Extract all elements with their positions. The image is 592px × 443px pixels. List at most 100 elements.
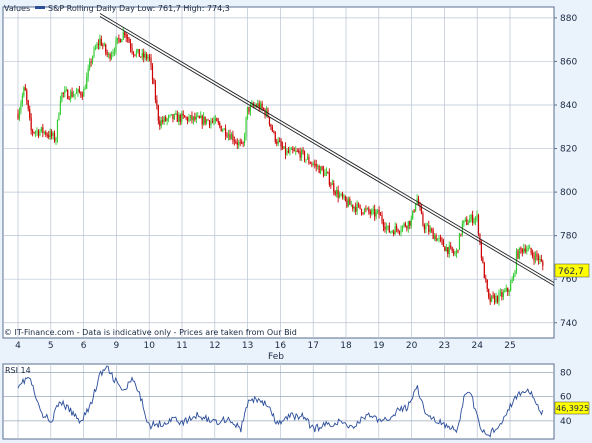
candle-body [473,220,475,223]
candle-body [72,95,75,97]
candle-body [505,288,507,291]
candle-body [529,247,531,249]
candle-body [273,131,275,133]
candle-body [520,247,522,250]
candle-body [141,52,143,57]
candle-body [454,253,456,255]
candle-body [448,245,450,254]
candle-body [293,150,295,152]
candle-body [356,203,358,212]
candle-body [401,225,404,231]
candle-body [479,233,481,243]
candle-body [339,194,341,198]
candle-body [144,54,146,58]
candle-body [300,149,303,158]
candle-body [410,218,412,226]
candle-body [435,235,437,241]
candle-body [352,204,354,209]
candle-body [58,114,60,120]
candle-body [56,119,59,139]
candle-body [156,99,158,106]
candle-body [81,95,83,97]
candle-body [526,249,528,252]
candle-body [127,37,129,39]
candle-body [23,87,25,96]
candle-body [52,133,54,137]
candle-body [160,120,162,127]
candle-body [151,65,154,80]
candle-body [499,292,502,294]
candle-body [439,237,442,239]
candle-body [89,61,91,69]
price-axis: 740 760 780 800 820 840 860 880 [554,14,577,329]
candle-body [157,105,159,121]
candle-body [217,121,219,123]
candle-body [396,226,398,230]
month-label: Feb [268,352,284,362]
candle-body [542,261,544,266]
candle-body [165,117,167,121]
candle-body [289,149,291,153]
rsi-tick-label: 60 [560,393,572,403]
candle-body [531,253,534,257]
candle-body [331,183,333,185]
y-tick-label: 740 [560,319,577,329]
x-tick-label: 25 [504,341,515,351]
candle-body [384,226,386,230]
candle-body [390,231,392,233]
candle-body [61,92,63,101]
rsi-axis: 40 60 80 [560,368,572,426]
candle-body [51,131,53,137]
candle-body [238,142,240,145]
candle-body [485,278,487,280]
candle-body [450,245,452,247]
candle-body [32,130,34,133]
candle-body [477,215,480,234]
candle-body [204,116,206,124]
candle-body [312,163,314,165]
candle-body [197,116,199,117]
candle-body [128,38,130,43]
candle-body [108,53,110,55]
y-tick-label: 840 [560,101,577,111]
rsi-tick-label: 80 [560,368,572,378]
last-price-box [554,263,590,278]
candle-body [363,208,366,214]
candle-body [486,279,488,290]
candle-body [172,114,174,120]
candle-body [415,203,417,212]
candle-body [49,131,51,137]
candle-body [398,231,401,233]
candle-body [412,210,414,219]
x-tick-label: 20 [406,341,418,351]
candle-body [489,297,491,302]
candle-body [169,115,171,117]
candle-body [115,40,117,52]
candle-body [472,214,474,223]
candle-body [409,221,411,226]
candle-body [148,57,151,58]
candle-body [314,163,316,165]
candle-body [431,229,433,231]
candle-body [391,231,393,233]
x-tick-label: 6 [81,341,87,351]
candle-body [181,113,183,122]
candle-body [178,115,180,122]
candle-body [495,295,497,303]
candle-body [236,142,238,145]
candle-body [347,199,349,207]
candle-body [527,248,529,250]
candle-body [122,32,124,40]
candle-body [26,90,28,101]
candle-body [523,248,525,253]
y-tick-label: 880 [560,14,577,24]
candle-body [246,106,249,119]
candle-body [112,51,114,55]
candle-body [77,89,79,93]
candle-body [219,122,221,126]
y-tick-label: 780 [560,232,577,242]
candle-body [226,135,228,137]
candle-body [241,142,243,144]
candle-body [317,166,319,167]
